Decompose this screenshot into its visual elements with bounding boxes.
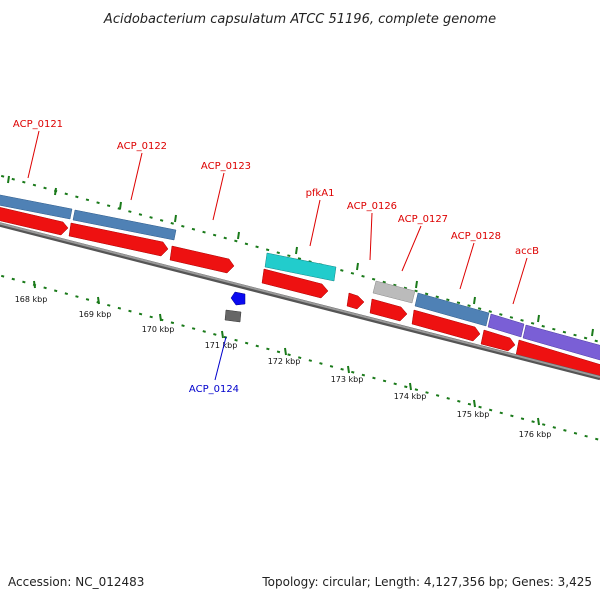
gene-label-accb[interactable]: accB: [515, 246, 539, 257]
genome-summary-text: Topology: circular; Length: 4,127,356 bp…: [261, 575, 592, 589]
map-title: Acidobacterium capsulatum ATCC 51196, co…: [103, 12, 496, 27]
leader-line: [213, 173, 224, 220]
leader-line: [28, 131, 39, 178]
tick-label: 175 kbp: [457, 410, 490, 419]
leader-line: [131, 153, 142, 200]
gene-label-acp-0128[interactable]: ACP_0128: [451, 231, 501, 242]
leader-line: [460, 243, 474, 289]
gene-label-acp-0126[interactable]: ACP_0126: [347, 201, 397, 212]
gene-label-acp-0124[interactable]: ACP_0124: [189, 384, 239, 395]
leader-line: [513, 258, 527, 304]
gene-acp-0125-block[interactable]: [225, 310, 241, 322]
gene-track-reverse: [225, 292, 245, 322]
tick-label: 170 kbp: [142, 325, 175, 334]
tick-label: 169 kbp: [79, 310, 112, 319]
leader-line: [370, 213, 372, 260]
gene-label-pfka1[interactable]: pfkA1: [306, 188, 335, 199]
leader-line: [310, 200, 320, 246]
tick-label: 176 kbp: [519, 430, 552, 439]
genome-backbone: [0, 221, 600, 378]
gene-label-acp-0127[interactable]: ACP_0127: [398, 214, 448, 225]
tick-label: 173 kbp: [331, 375, 364, 384]
gene-label-acp-0122[interactable]: ACP_0122: [117, 141, 167, 152]
gene-track-outer: [0, 193, 600, 362]
gene-label-acp-0121[interactable]: ACP_0121: [13, 119, 63, 130]
leader-line: [402, 226, 421, 271]
accession-text: Accession: NC_012483: [8, 575, 144, 589]
red-gene-arrow[interactable]: [370, 299, 407, 321]
tick-label: 172 kbp: [268, 357, 301, 366]
inner-major-ticks: [34, 281, 539, 425]
tick-label: 171 kbp: [205, 341, 238, 350]
tick-label: 174 kbp: [394, 392, 427, 401]
genome-map: Acidobacterium capsulatum ATCC 51196, co…: [0, 0, 600, 600]
gene-acp-0124-block[interactable]: [231, 292, 245, 305]
tick-label: 168 kbp: [15, 295, 48, 304]
gene-label-acp-0123[interactable]: ACP_0123: [201, 161, 251, 172]
red-gene-arrow[interactable]: [347, 293, 364, 309]
